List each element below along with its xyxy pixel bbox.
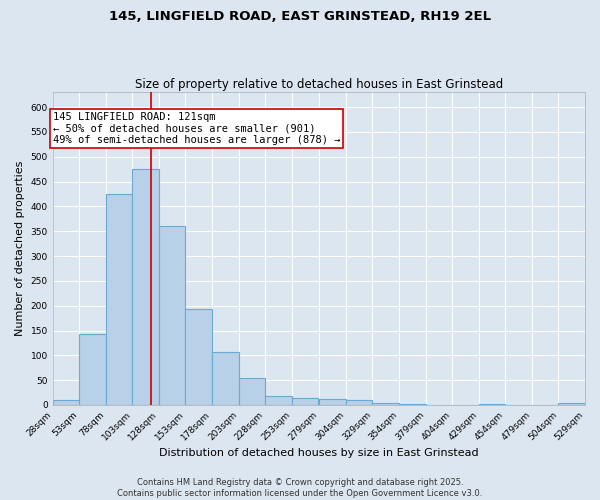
Bar: [185, 309, 212, 405]
Text: 145 LINGFIELD ROAD: 121sqm
← 50% of detached houses are smaller (901)
49% of sem: 145 LINGFIELD ROAD: 121sqm ← 50% of deta…: [53, 112, 340, 145]
Bar: [559, 402, 585, 405]
Bar: [239, 378, 265, 405]
Bar: [373, 402, 399, 405]
X-axis label: Distribution of detached houses by size in East Grinstead: Distribution of detached houses by size …: [159, 448, 479, 458]
Bar: [265, 396, 292, 405]
Bar: [106, 194, 133, 405]
Bar: [133, 169, 159, 405]
Bar: [159, 226, 185, 405]
Y-axis label: Number of detached properties: Number of detached properties: [15, 161, 25, 336]
Bar: [79, 334, 106, 405]
Bar: [319, 398, 346, 405]
Bar: [212, 352, 239, 405]
Bar: [399, 404, 425, 405]
Title: Size of property relative to detached houses in East Grinstead: Size of property relative to detached ho…: [135, 78, 503, 91]
Bar: [292, 398, 319, 405]
Bar: [346, 400, 373, 405]
Text: Contains HM Land Registry data © Crown copyright and database right 2025.
Contai: Contains HM Land Registry data © Crown c…: [118, 478, 482, 498]
Bar: [53, 400, 79, 405]
Text: 145, LINGFIELD ROAD, EAST GRINSTEAD, RH19 2EL: 145, LINGFIELD ROAD, EAST GRINSTEAD, RH1…: [109, 10, 491, 23]
Bar: [479, 404, 505, 405]
